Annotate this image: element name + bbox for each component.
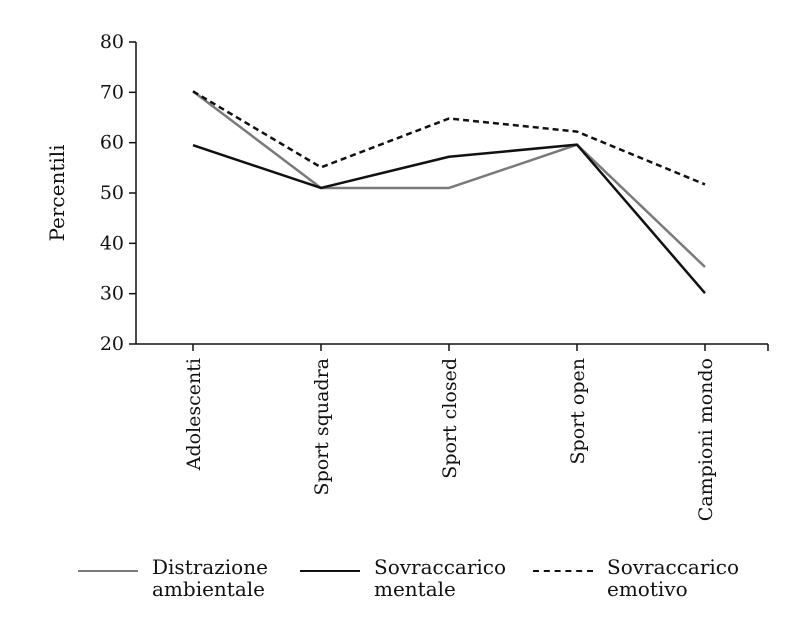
series-line-2 bbox=[192, 143, 706, 294]
y-tick-label: 70 bbox=[100, 81, 124, 103]
x-tick-label: Campioni mondo bbox=[695, 358, 717, 521]
legend-swatch bbox=[300, 570, 360, 572]
x-tick-label: Adolescenti bbox=[183, 358, 205, 471]
y-tick-label: 60 bbox=[100, 132, 124, 154]
y-tick-label: 20 bbox=[100, 333, 124, 355]
legend-label: Sovraccarico emotivo bbox=[607, 555, 740, 601]
chart-axes: 20 30 40 50 60 70 80 Adolescenti Sport squadra Sp… bbox=[100, 31, 769, 521]
legend-label: Sovraccarico mentale bbox=[374, 555, 507, 601]
y-tick-label: 40 bbox=[100, 232, 124, 254]
legend-swatch bbox=[78, 570, 138, 572]
legend-swatch bbox=[533, 570, 593, 572]
legend-item-distrazione: Distrazione ambientale bbox=[78, 556, 268, 600]
x-tick-label: Sport closed bbox=[439, 358, 461, 479]
legend-item-sovraccarico-mentale: Sovraccarico mentale bbox=[300, 556, 506, 600]
y-tick-label: 50 bbox=[100, 182, 124, 204]
chart-legend: Distrazione ambientale Sovraccarico ment… bbox=[0, 556, 810, 626]
chart-series bbox=[192, 90, 706, 294]
x-tick-label: Sport squadra bbox=[311, 358, 333, 495]
series-line-3 bbox=[192, 90, 706, 186]
x-tick-label: Sport open bbox=[567, 358, 589, 464]
y-tick-label: 30 bbox=[100, 283, 124, 305]
legend-item-sovraccarico-emotivo: Sovraccarico emotivo bbox=[533, 556, 739, 600]
y-tick-label: 80 bbox=[100, 31, 124, 53]
line-chart: 20 30 40 50 60 70 80 Adolescenti Sport squadra Sp… bbox=[45, 31, 769, 521]
y-axis-title: Percentili bbox=[45, 144, 69, 241]
series-line-1 bbox=[192, 90, 706, 268]
legend-label: Distrazione ambientale bbox=[152, 555, 268, 601]
